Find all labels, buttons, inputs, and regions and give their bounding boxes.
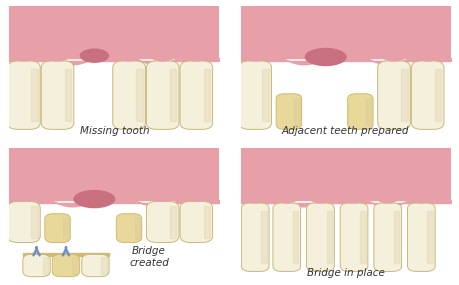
FancyBboxPatch shape [179,61,212,129]
FancyBboxPatch shape [275,94,301,129]
Ellipse shape [79,48,109,63]
Ellipse shape [9,44,39,62]
Polygon shape [294,98,299,125]
Polygon shape [261,211,266,263]
Polygon shape [31,69,38,121]
Polygon shape [240,6,450,58]
FancyBboxPatch shape [41,61,74,129]
FancyBboxPatch shape [407,203,434,271]
Ellipse shape [43,44,73,62]
Ellipse shape [181,44,211,62]
FancyBboxPatch shape [23,254,50,277]
Ellipse shape [114,44,144,62]
Polygon shape [292,211,298,263]
Polygon shape [136,69,142,121]
FancyBboxPatch shape [8,201,40,243]
Ellipse shape [412,44,442,62]
Polygon shape [203,206,210,237]
FancyBboxPatch shape [146,201,179,243]
FancyBboxPatch shape [238,61,271,129]
FancyBboxPatch shape [8,61,40,129]
Polygon shape [9,148,219,200]
Polygon shape [169,206,176,237]
Polygon shape [65,69,71,121]
Polygon shape [326,211,331,263]
FancyBboxPatch shape [306,203,334,271]
Polygon shape [393,211,398,263]
Ellipse shape [9,185,39,202]
Polygon shape [400,69,407,121]
Ellipse shape [374,187,400,204]
Polygon shape [203,69,210,121]
Polygon shape [63,217,68,239]
Polygon shape [101,257,106,274]
FancyBboxPatch shape [373,203,401,271]
Ellipse shape [307,187,332,204]
FancyBboxPatch shape [410,61,443,129]
FancyBboxPatch shape [52,254,79,277]
FancyBboxPatch shape [347,94,372,129]
Polygon shape [43,257,48,274]
Polygon shape [434,69,440,121]
Text: Bridge
created: Bridge created [129,246,168,268]
FancyBboxPatch shape [146,61,179,129]
Ellipse shape [73,190,115,208]
Polygon shape [359,211,365,263]
FancyBboxPatch shape [241,203,269,271]
Ellipse shape [378,44,408,62]
FancyBboxPatch shape [179,201,212,243]
FancyBboxPatch shape [377,61,409,129]
Ellipse shape [341,187,366,204]
Ellipse shape [242,187,268,204]
Ellipse shape [274,187,299,204]
Text: Missing tooth: Missing tooth [79,126,149,136]
Polygon shape [240,148,450,200]
FancyBboxPatch shape [272,203,300,271]
FancyBboxPatch shape [112,61,145,129]
FancyBboxPatch shape [116,214,141,243]
Polygon shape [31,206,38,237]
Polygon shape [262,69,269,121]
Ellipse shape [181,185,211,202]
Text: Adjacent teeth prepared: Adjacent teeth prepared [281,126,409,136]
Polygon shape [365,98,370,125]
Ellipse shape [240,44,269,62]
Ellipse shape [304,48,346,66]
Polygon shape [134,217,140,239]
FancyBboxPatch shape [82,254,109,277]
Polygon shape [426,211,432,263]
FancyBboxPatch shape [45,214,70,243]
Polygon shape [72,257,77,274]
FancyBboxPatch shape [340,203,367,271]
Ellipse shape [147,44,177,62]
Polygon shape [9,6,219,58]
Text: Bridge in place: Bridge in place [306,268,384,278]
Polygon shape [23,253,109,256]
Ellipse shape [408,187,433,204]
Polygon shape [169,69,176,121]
Ellipse shape [147,185,177,202]
